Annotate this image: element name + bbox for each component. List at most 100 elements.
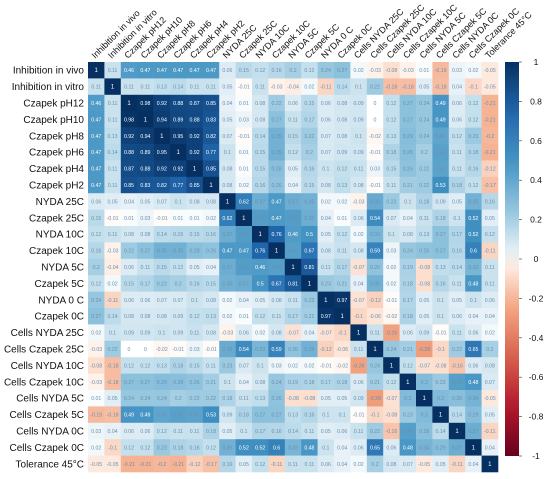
cell-value-label: 0.01	[239, 150, 249, 156]
heatmap-cell	[383, 144, 400, 161]
cell-value-label: 0.3	[421, 380, 428, 386]
cell-value-label: -0.11	[451, 462, 463, 468]
cell-value-label: 0.85	[206, 101, 216, 107]
heatmap-cell	[366, 160, 384, 178]
heatmap-cell	[202, 209, 220, 227]
heatmap-cell	[235, 193, 253, 210]
heatmap-cell	[137, 209, 154, 227]
cell-value-label: 0.16	[91, 249, 101, 255]
heatmap-cell	[416, 422, 433, 440]
cell-value-label: 0.08	[157, 314, 167, 320]
cell-value-label: 0.44	[288, 249, 298, 255]
cell-value-label: 0.33	[255, 347, 265, 353]
heatmap-cell	[235, 455, 253, 473]
heatmap-cell	[399, 275, 417, 292]
heatmap-cell	[317, 209, 335, 227]
heatmap-cell	[137, 357, 154, 374]
heatmap-cell	[137, 291, 154, 309]
heatmap-cell	[202, 373, 220, 391]
heatmap-cell	[399, 390, 417, 407]
cell-value-label: 0.45	[239, 265, 249, 271]
row-label-cells-nyda-10c: Cells NYDA 10C	[11, 361, 84, 372]
cell-value-label: 0.3	[404, 396, 411, 402]
heatmap-cell	[465, 209, 482, 227]
cell-value-label: 0.94	[157, 117, 167, 123]
cell-value-label: 0.1	[158, 331, 165, 337]
heatmap-cell	[416, 439, 433, 456]
cell-value-label: 0.62	[222, 216, 232, 222]
cell-value-label: 0.88	[190, 117, 200, 123]
heatmap-cell	[366, 193, 384, 210]
heatmap-cell	[104, 455, 122, 473]
cell-value-label: 0.15	[173, 232, 183, 238]
heatmap-cell	[284, 406, 302, 424]
cell-value-label: 0.88	[140, 167, 150, 173]
colorbar-tick-label: 0.4	[530, 175, 542, 185]
heatmap-cell	[252, 291, 269, 309]
heatmap-cell	[235, 373, 253, 391]
cell-value-label: 0.06	[468, 363, 478, 369]
cell-value-label: 0.24	[140, 396, 150, 402]
cell-value-label: 0.81	[288, 281, 298, 287]
heatmap-cell	[481, 242, 499, 260]
heatmap-cell	[383, 324, 400, 342]
heatmap-cell	[252, 275, 269, 292]
cell-value-label: 0.05	[436, 462, 446, 468]
heatmap-cell	[317, 406, 335, 424]
cell-value-label: 0.14	[452, 413, 462, 419]
cell-value-label: 0.1	[339, 413, 346, 419]
heatmap-cell	[137, 176, 154, 194]
heatmap-cell	[186, 406, 204, 424]
heatmap-cell	[88, 439, 105, 456]
heatmap-cell	[186, 127, 204, 145]
cell-value-label: 0.03	[370, 167, 380, 173]
cell-value-label: 0.06	[288, 101, 298, 107]
cell-value-label: 0.22	[370, 429, 380, 435]
heatmap-cell	[383, 439, 400, 456]
heatmap-cell	[235, 357, 253, 374]
cell-value-label: 0.22	[304, 134, 314, 140]
heatmap-cell	[301, 62, 318, 79]
heatmap-cell	[88, 226, 105, 243]
heatmap-cell	[137, 324, 154, 342]
cell-value-label: 0.48	[304, 445, 314, 451]
heatmap-cell	[268, 160, 286, 178]
heatmap-cell	[465, 144, 482, 161]
cell-value-label: 1	[209, 183, 213, 189]
heatmap-cell	[481, 258, 499, 276]
heatmap-cell	[350, 78, 368, 96]
heatmap-cell	[104, 324, 122, 342]
heatmap-cell	[399, 324, 417, 342]
heatmap-cell	[252, 176, 269, 194]
cell-value-label: -0.05	[90, 462, 102, 468]
cell-value-label: 0.27	[91, 314, 101, 320]
cell-value-label: 0.1	[322, 167, 329, 173]
heatmap-cell	[170, 160, 187, 178]
heatmap-cell	[202, 176, 220, 194]
heatmap-cell	[366, 324, 384, 342]
cell-value-label: 0.45	[239, 232, 249, 238]
cell-value-label: 0.08	[206, 298, 216, 304]
cell-value-label: 0.16	[272, 68, 282, 74]
heatmap-cell	[366, 275, 384, 292]
cell-value-label: 0.3	[437, 396, 444, 402]
heatmap-cell	[465, 127, 482, 145]
heatmap-cell	[120, 422, 138, 440]
cell-value-label: 0.03	[272, 363, 282, 369]
cell-value-label: 0.17	[321, 380, 331, 386]
heatmap-cell	[170, 324, 187, 342]
cell-value-label: 0.15	[190, 363, 200, 369]
cell-value-label: 0.04	[124, 199, 134, 205]
cell-value-label: -0.21	[484, 101, 496, 107]
heatmap-cell	[120, 291, 138, 309]
heatmap-cell	[334, 439, 351, 456]
cell-value-label: 0.06	[485, 298, 495, 304]
heatmap-cell	[120, 340, 138, 358]
heatmap-cell	[432, 144, 450, 161]
heatmap-cell	[268, 78, 286, 96]
heatmap-cell	[153, 78, 171, 96]
cell-value-label: 0.27	[140, 380, 150, 386]
heatmap-cell	[334, 176, 351, 194]
heatmap-cell	[432, 455, 450, 473]
cell-value-label: -0.18	[385, 85, 397, 91]
